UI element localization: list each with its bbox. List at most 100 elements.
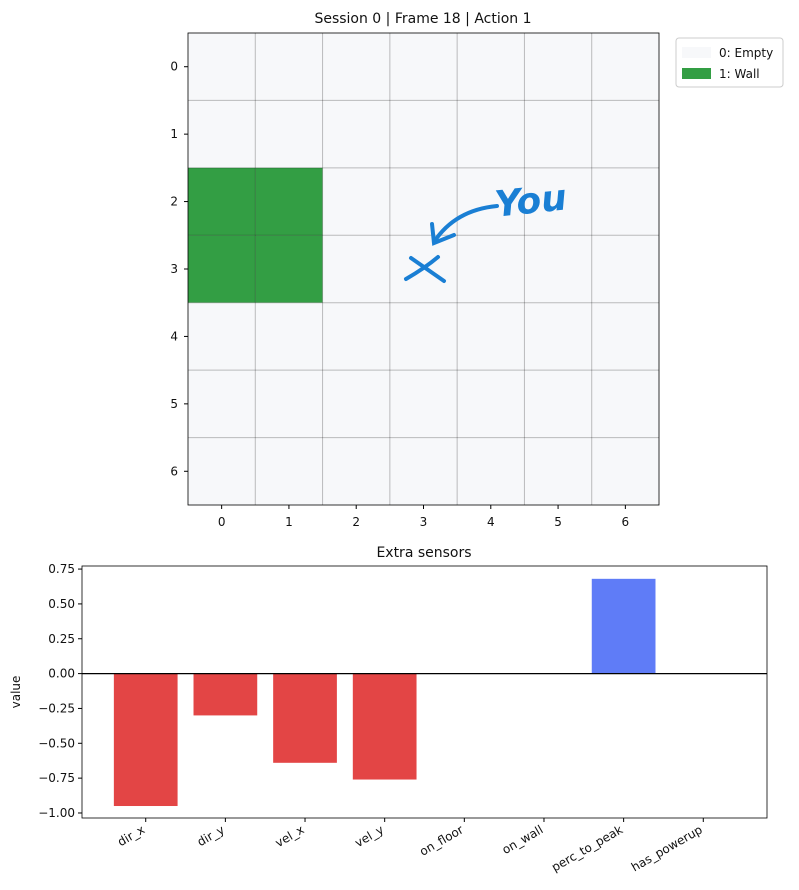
- cell: [255, 33, 323, 101]
- cell: [255, 235, 323, 303]
- x-tick-label: has_powerup: [629, 822, 705, 874]
- legend-label: 1: Wall: [719, 67, 760, 81]
- cell: [188, 370, 256, 438]
- x-tick-label: 4: [487, 515, 495, 529]
- x-tick-label: on_wall: [500, 822, 546, 857]
- cell: [457, 370, 525, 438]
- cell: [389, 370, 458, 438]
- cell: [389, 437, 458, 505]
- x-tick-label: 1: [285, 515, 293, 529]
- cell: [524, 33, 592, 101]
- cell: [322, 100, 390, 168]
- heatmap: 0 1 2 3 4 5 6 0 1 2 3 4 5 6 0: Empty 1: Wall: [170, 32, 784, 529]
- y-tick-label: 0.00: [48, 667, 75, 681]
- bar: [352, 673, 417, 780]
- cell: [188, 100, 256, 168]
- y-tick-label: 0.75: [48, 562, 75, 576]
- cell: [591, 33, 659, 101]
- cell: [457, 235, 525, 303]
- cell: [457, 437, 525, 505]
- bar-chart: −1.00 −0.75 −0.50 −0.25 0.00 0.25 0.50 0.75 dir_…: [38, 562, 768, 874]
- cell: [255, 437, 323, 505]
- cell: [322, 33, 390, 101]
- cell: [389, 33, 458, 101]
- x-tick-label: dir_y: [195, 822, 227, 849]
- heatmap-title: Session 0 | Frame 18 | Action 1: [314, 11, 531, 27]
- plot-frame: [81, 565, 768, 819]
- cell: [188, 167, 256, 236]
- y-tick-label: 3: [170, 262, 178, 276]
- annotation: You: [493, 177, 569, 225]
- cell: [457, 167, 525, 236]
- cell: [524, 167, 592, 236]
- x-tick-label: 0: [218, 515, 226, 529]
- cell: [524, 235, 592, 303]
- cell: [389, 100, 458, 168]
- cell: [591, 302, 659, 371]
- cell: [188, 437, 256, 505]
- y-tick-label: 6: [170, 464, 178, 478]
- cell: [322, 370, 390, 438]
- x-tick-label: vel_y: [352, 822, 386, 850]
- annotation-marks: [404, 204, 499, 283]
- cell: [524, 437, 592, 505]
- cell: [457, 302, 525, 371]
- x-tick-label: 2: [352, 515, 360, 529]
- x-tick-label: perc_to_peak: [549, 822, 625, 874]
- cell: [457, 100, 525, 168]
- bar-title: Extra sensors: [376, 545, 471, 561]
- legend-swatch: [682, 47, 711, 58]
- bar: [113, 673, 178, 807]
- plot-frame: [187, 32, 660, 506]
- cell: [591, 370, 659, 438]
- legend-label: 0: Empty: [719, 46, 773, 60]
- cell: [322, 437, 390, 505]
- x-tick-label: dir_x: [115, 822, 147, 849]
- y-tick-label: 0.50: [48, 597, 75, 611]
- cell: [255, 100, 323, 168]
- y-tick-label: 0: [170, 60, 178, 74]
- cell: [591, 235, 659, 303]
- cell: [322, 302, 390, 371]
- cell: [188, 33, 256, 101]
- cell: [457, 33, 525, 101]
- cell: [389, 302, 458, 371]
- cell: [524, 302, 592, 371]
- cell: [188, 302, 256, 371]
- cell: [591, 437, 659, 505]
- x-tick-label: 6: [622, 515, 630, 529]
- cell: [389, 167, 458, 236]
- bar: [591, 578, 656, 674]
- cell: [591, 167, 659, 236]
- bar: [193, 673, 258, 716]
- x-mark: [404, 255, 446, 283]
- legend-swatch: [682, 68, 711, 79]
- cell: [255, 370, 323, 438]
- cell: [255, 167, 323, 236]
- y-tick-label: 0.25: [48, 632, 75, 646]
- cell: [524, 370, 592, 438]
- cell: [188, 235, 256, 303]
- cell: [322, 167, 390, 236]
- cell: [255, 302, 323, 371]
- y-tick-label: −0.25: [38, 701, 75, 715]
- y-tick-label: −0.75: [38, 771, 75, 785]
- arrow-head: [430, 222, 456, 246]
- bar: [273, 673, 337, 763]
- y-tick-label: 5: [170, 397, 178, 411]
- y-tick-label: −1.00: [38, 806, 75, 820]
- x-tick-label: vel_x: [273, 822, 307, 850]
- x-tick-label: on_floor: [417, 822, 466, 858]
- x-tick-label: 3: [420, 515, 428, 529]
- arrow: [432, 204, 499, 244]
- cell: [524, 100, 592, 168]
- cell: [591, 100, 659, 168]
- y-tick-label: 2: [170, 195, 178, 209]
- y-tick-label: 4: [170, 329, 178, 343]
- y-tick-label: 1: [170, 127, 178, 141]
- cell: [322, 235, 390, 303]
- y-tick-label: −0.50: [38, 736, 75, 750]
- y-axis-label: value: [9, 676, 23, 709]
- x-tick-label: 5: [554, 515, 562, 529]
